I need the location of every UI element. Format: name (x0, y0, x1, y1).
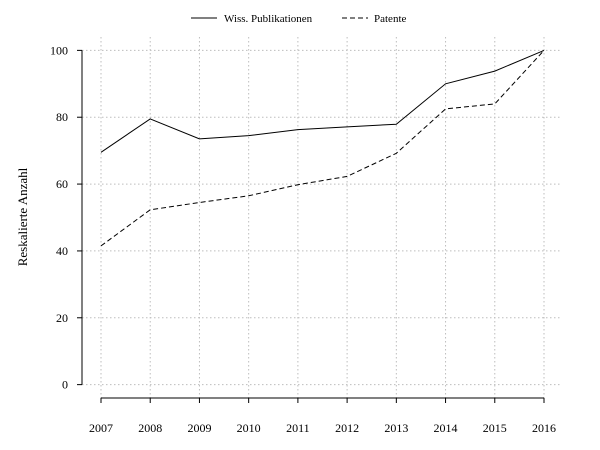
axes: 0 20 40 60 80 100 2007 2008 2009 2010 2011 2012 2013… (50, 43, 556, 435)
x-tick-label: 2012 (335, 421, 359, 435)
x-tick-label: 2011 (286, 421, 310, 435)
x-tick-label: 2010 (237, 421, 261, 435)
series-line-publikationen (100, 49, 545, 153)
x-tick-label: 2014 (434, 421, 458, 435)
y-tick-label: 20 (56, 311, 68, 325)
series-group (100, 49, 545, 247)
legend-label: Wiss. Publikationen (224, 13, 313, 25)
y-tick-label: 80 (56, 110, 68, 124)
legend-label: Patente (374, 13, 406, 25)
y-tick-label: 0 (62, 378, 68, 392)
grid (82, 37, 562, 398)
y-tick-label: 40 (56, 244, 68, 258)
y-axis-title: Reskalierte Anzahl (15, 167, 30, 266)
legend: Wiss. Publikationen Patente (191, 13, 406, 25)
x-tick-label: 2015 (483, 421, 507, 435)
y-tick-label: 60 (56, 177, 68, 191)
series-line-patente (100, 50, 545, 247)
x-tick-label: 2007 (89, 421, 113, 435)
y-tick-label: 100 (50, 43, 68, 57)
x-tick-label: 2008 (138, 421, 162, 435)
x-tick-label: 2009 (187, 421, 211, 435)
x-tick-label: 2016 (532, 421, 556, 435)
x-tick-label: 2013 (384, 421, 408, 435)
